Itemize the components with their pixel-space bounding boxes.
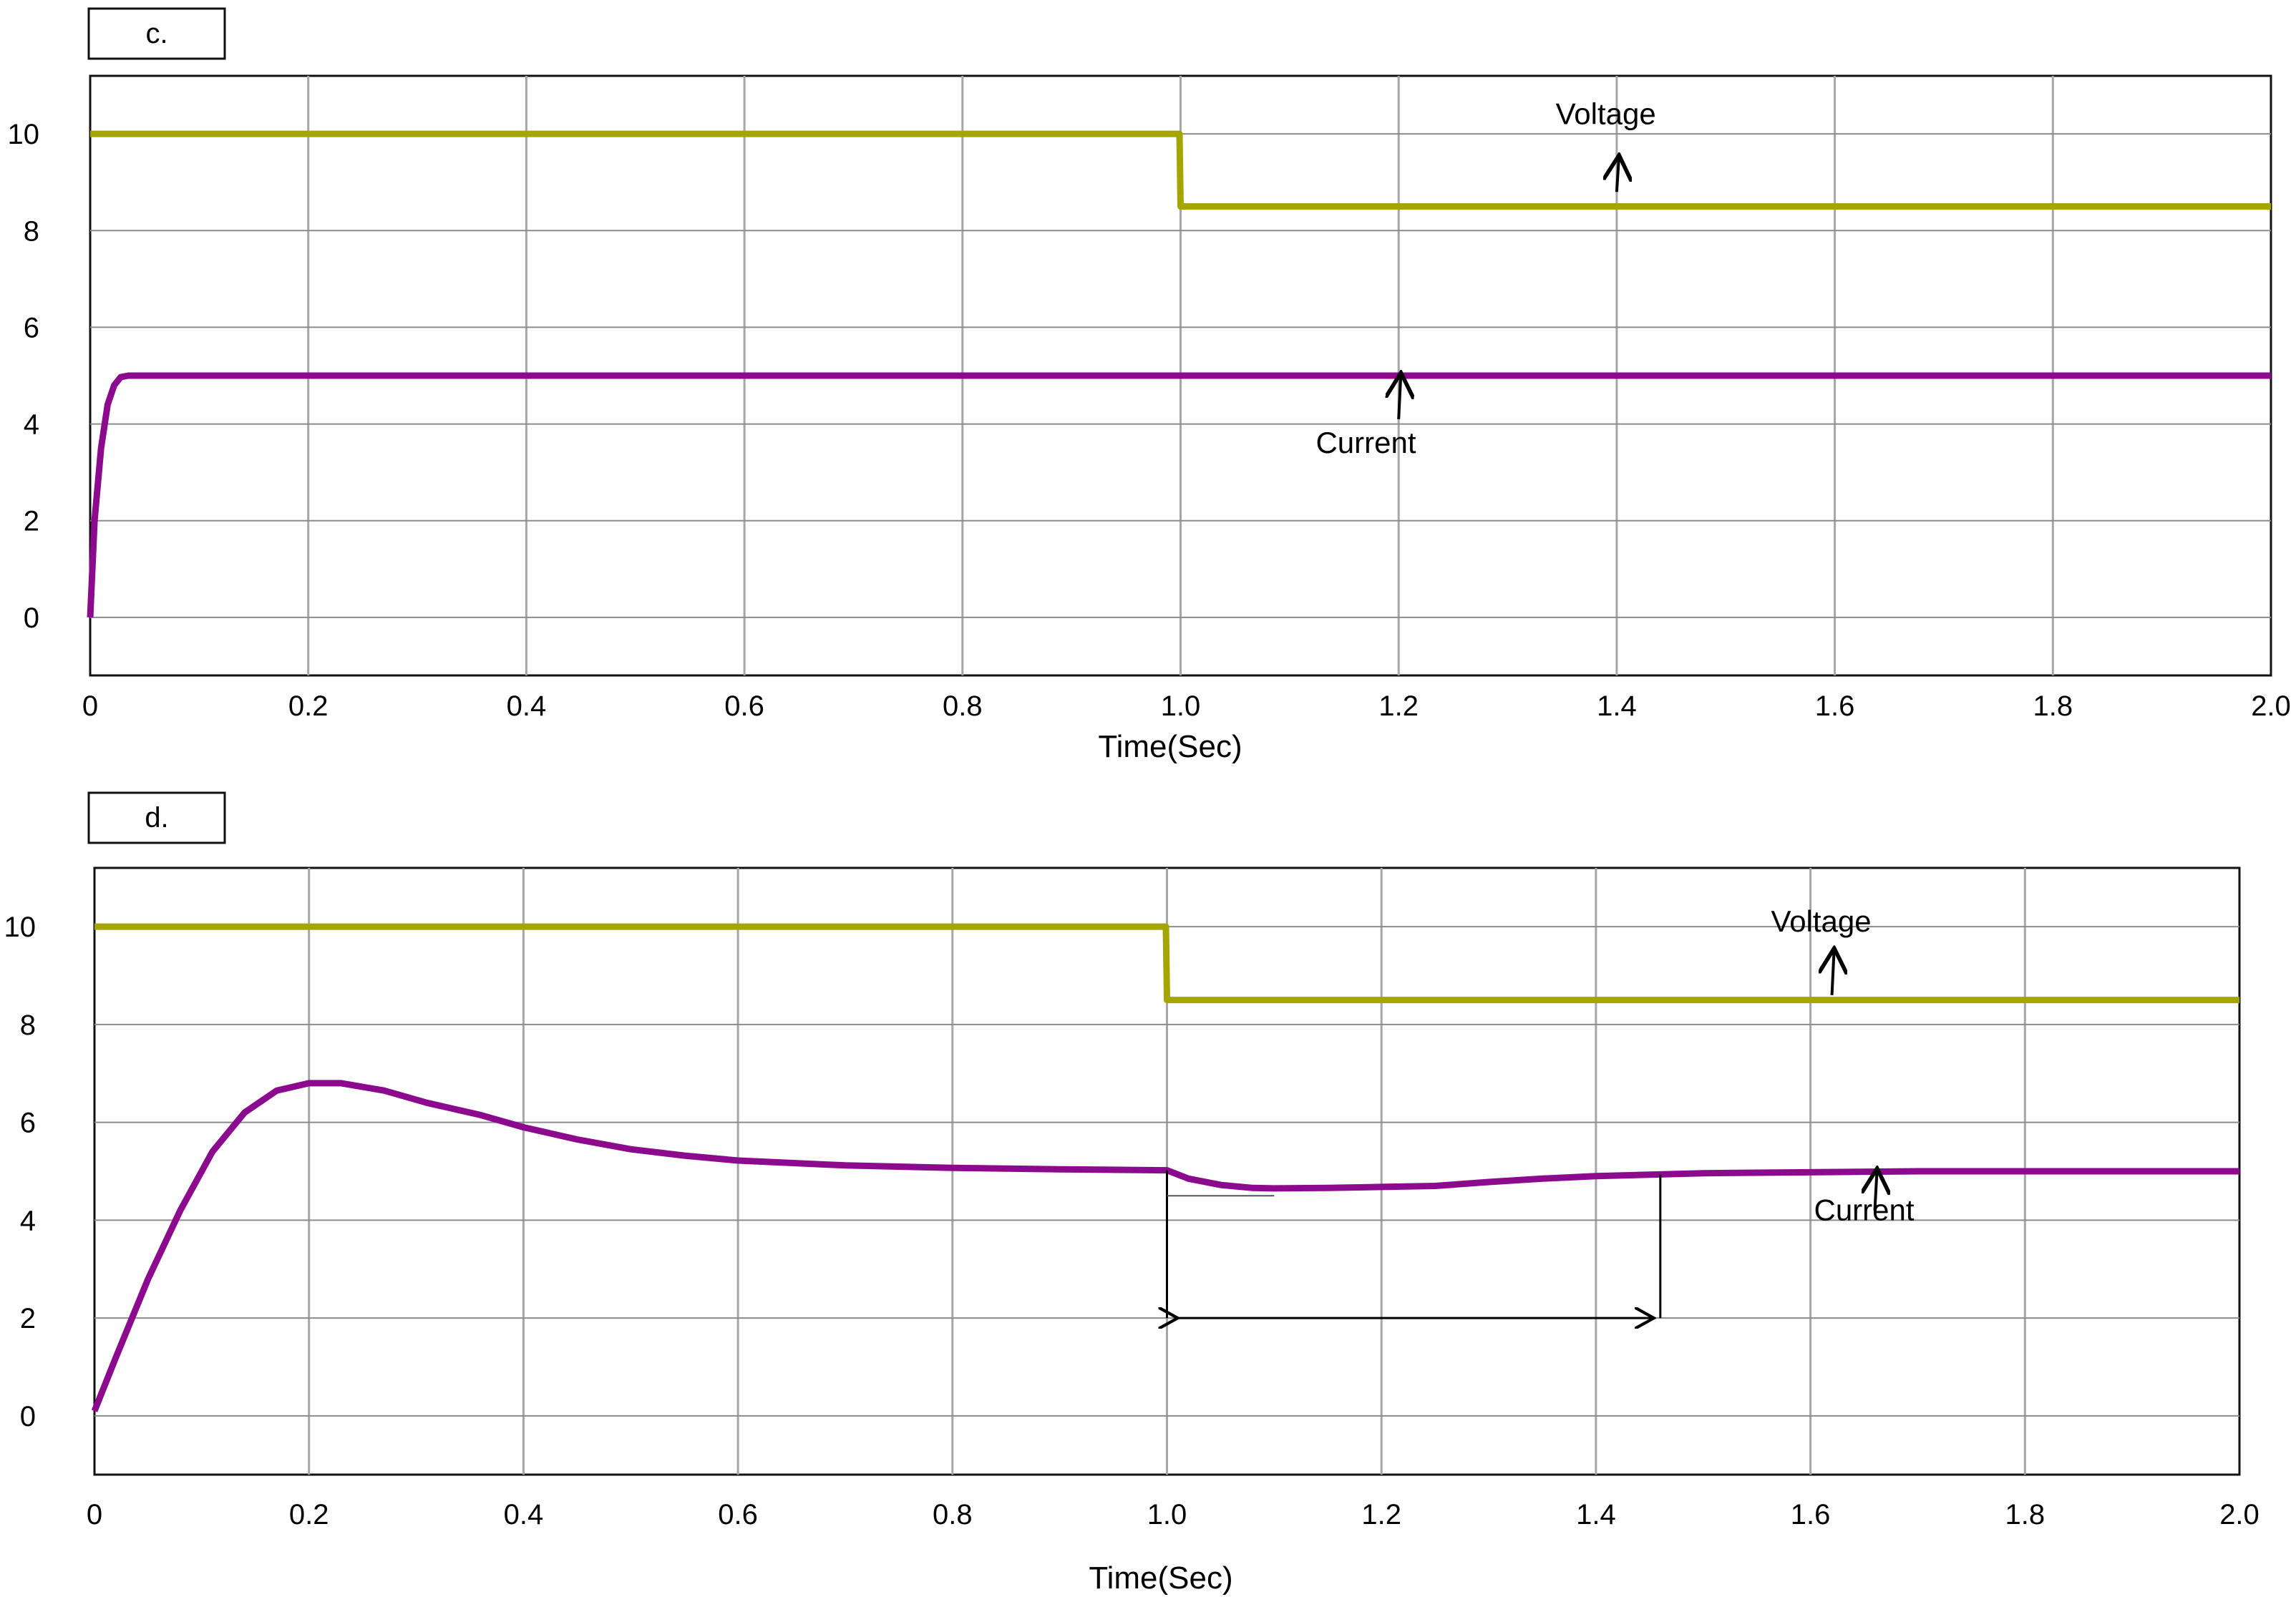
y-tick-label: 0 (24, 602, 39, 634)
y-tick-label: 2 (24, 506, 39, 537)
grid-lines (94, 868, 2239, 1475)
chart-panel-d: d. Voltage Current 0 0.2 0.4 0.6 0.8 1.0 1.2 1.4… (4, 791, 2259, 1596)
y-tick-label: 8 (24, 215, 39, 247)
x-tick-label: 0.6 (724, 690, 764, 722)
series-line-voltage (90, 130, 2271, 210)
y-tick-label: 4 (24, 409, 39, 441)
annotation-label-current: Current (1814, 1193, 1914, 1226)
x-tick-label: 0.2 (289, 1499, 329, 1530)
annotation-label-voltage: Voltage (1556, 97, 1656, 131)
y-tick-label: 10 (4, 912, 37, 943)
annotation-arrow (1398, 376, 1401, 419)
panel-label: c. (145, 18, 167, 49)
tick-labels: 0 0.2 0.4 0.6 0.8 1.0 1.2 1.4 1.6 1.8 2.0 0 2 4 6 8 10 (8, 119, 2291, 722)
x-tick-label: 0.2 (288, 690, 329, 722)
y-tick-label: 6 (24, 312, 39, 343)
x-tick-label: 1.6 (1815, 690, 1855, 722)
y-tick-label: 2 (20, 1303, 36, 1334)
annotation-group: Voltage Current (1167, 904, 1915, 1318)
x-tick-label: 0 (87, 1499, 102, 1530)
y-tick-label: 4 (20, 1205, 36, 1236)
y-tick-label: 10 (8, 119, 40, 150)
x-tick-label: 0 (82, 690, 98, 722)
x-tick-label: 2.0 (2219, 1499, 2259, 1530)
x-tick-label: 0.4 (504, 1499, 544, 1530)
series-group (87, 130, 2271, 618)
annotation-arrow (1832, 951, 1834, 995)
x-tick-label: 1.0 (1161, 690, 1201, 722)
x-tick-label: 0.8 (943, 690, 983, 722)
series-line-current (87, 372, 2271, 618)
annotation-arrow (1617, 158, 1619, 192)
x-tick-label: 1.4 (1597, 690, 1637, 722)
y-tick-label: 8 (20, 1010, 36, 1041)
annotation-group: Voltage Current (1315, 97, 1655, 460)
x-tick-label: 0.6 (718, 1499, 758, 1530)
x-tick-label: 1.4 (1576, 1499, 1616, 1530)
x-tick-label: 2.0 (2251, 690, 2291, 722)
y-tick-label: 6 (20, 1108, 36, 1139)
x-tick-label: 0.4 (507, 690, 547, 722)
annotation-arrow (1875, 1171, 1877, 1211)
panel-label-box (87, 7, 226, 60)
x-axis-title: Time(Sec) (1098, 729, 1242, 764)
panel-label-box (87, 791, 226, 844)
x-tick-label: 1.6 (1791, 1499, 1831, 1530)
x-axis-title: Time(Sec) (1089, 1561, 1232, 1596)
x-tick-label: 0.8 (933, 1499, 973, 1530)
chart-panel-c: c. Voltage Current 0 0.2 0.4 0.6 0.8 1.0 1.2 1.4… (8, 7, 2291, 764)
series-line-current (91, 1080, 2239, 1412)
x-tick-label: 1.8 (2033, 690, 2073, 722)
annotation-label-current: Current (1315, 426, 1416, 459)
y-tick-label: 0 (20, 1401, 36, 1432)
panel-label: d. (145, 802, 168, 834)
series-line-voltage (94, 923, 2239, 1004)
x-tick-label: 1.8 (2005, 1499, 2045, 1530)
x-tick-label: 1.2 (1361, 1499, 1401, 1530)
tick-labels: 0 0.2 0.4 0.6 0.8 1.0 1.2 1.4 1.6 1.8 2.0 0 2 4 6 8 10 (4, 912, 2259, 1530)
series-group (91, 923, 2239, 1412)
x-tick-label: 1.0 (1147, 1499, 1187, 1530)
annotation-label-voltage: Voltage (1771, 904, 1872, 938)
x-tick-label: 1.2 (1378, 690, 1419, 722)
